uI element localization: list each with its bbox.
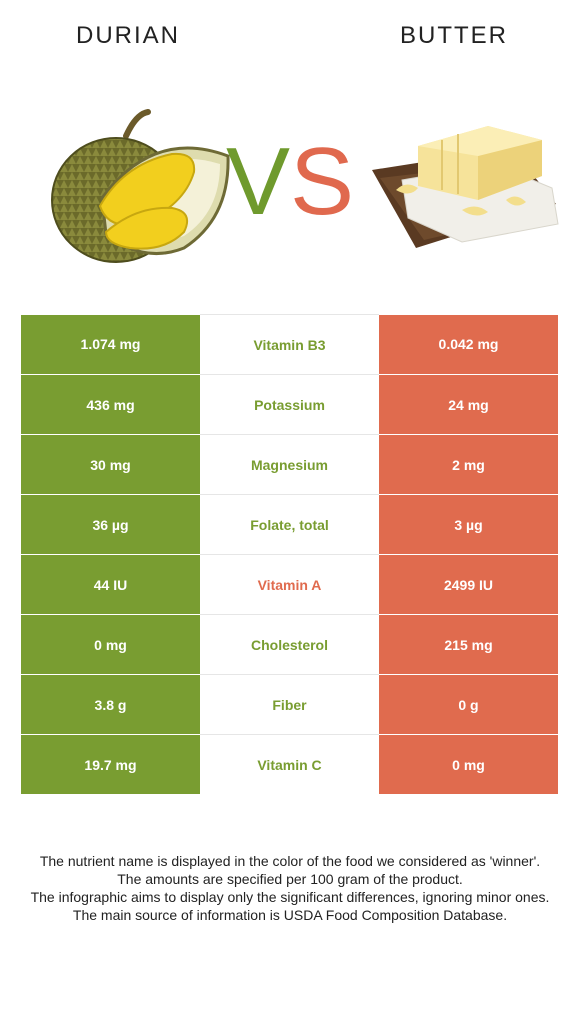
left-value: 19.7 mg — [21, 734, 200, 794]
durian-image — [44, 108, 234, 268]
nutrient-name: Fiber — [200, 674, 379, 735]
left-food-title: DURIAN — [75, 22, 180, 49]
footer-line: The nutrient name is displayed in the co… — [39, 853, 541, 869]
right-value: 215 mg — [379, 614, 558, 675]
left-value: 30 mg — [21, 434, 200, 495]
nutrient-name: Magnesium — [200, 434, 379, 495]
footer-line: The infographic aims to display only the… — [30, 889, 550, 905]
footer-notes: The nutrient name is displayed in the co… — [20, 852, 560, 924]
nutrient-name: Vitamin A — [200, 554, 379, 615]
butter-image — [366, 118, 562, 254]
right-value: 2 mg — [379, 434, 558, 495]
right-value: 2499 IU — [379, 554, 558, 615]
comparison-table: 1.074 mg Vitamin B3 0.042 mg 436 mg Pota… — [21, 314, 558, 794]
table-row: 44 IU Vitamin A 2499 IU — [21, 554, 558, 615]
table-row: 0 mg Cholesterol 215 mg — [21, 614, 558, 675]
table-row: 1.074 mg Vitamin B3 0.042 mg — [21, 314, 558, 375]
left-value: 44 IU — [21, 554, 200, 615]
vs-s: S — [290, 128, 355, 235]
left-value: 0 mg — [21, 614, 200, 675]
right-food-title: BUTTER — [400, 22, 508, 49]
vs-label: VS — [222, 132, 358, 232]
right-value: 0 g — [379, 674, 558, 735]
table-row: 30 mg Magnesium 2 mg — [21, 434, 558, 495]
right-value: 0.042 mg — [379, 314, 558, 375]
table-row: 3.8 g Fiber 0 g — [21, 674, 558, 735]
table-row: 436 mg Potassium 24 mg — [21, 374, 558, 435]
right-value: 24 mg — [379, 374, 558, 435]
left-value: 1.074 mg — [21, 314, 200, 375]
left-value: 36 µg — [21, 494, 200, 555]
left-value: 3.8 g — [21, 674, 200, 735]
table-row: 19.7 mg Vitamin C 0 mg — [21, 734, 558, 794]
footer-line: The amounts are specified per 100 gram o… — [117, 871, 463, 887]
nutrient-name: Folate, total — [200, 494, 379, 555]
nutrient-name: Vitamin B3 — [200, 314, 379, 375]
left-value: 436 mg — [21, 374, 200, 435]
vs-v: V — [225, 128, 290, 235]
right-value: 3 µg — [379, 494, 558, 555]
nutrient-name: Cholesterol — [200, 614, 379, 675]
footer-line: The main source of information is USDA F… — [72, 907, 508, 923]
nutrient-name: Potassium — [200, 374, 379, 435]
table-row: 36 µg Folate, total 3 µg — [21, 494, 558, 555]
right-value: 0 mg — [379, 734, 558, 794]
nutrient-name: Vitamin C — [200, 734, 379, 794]
